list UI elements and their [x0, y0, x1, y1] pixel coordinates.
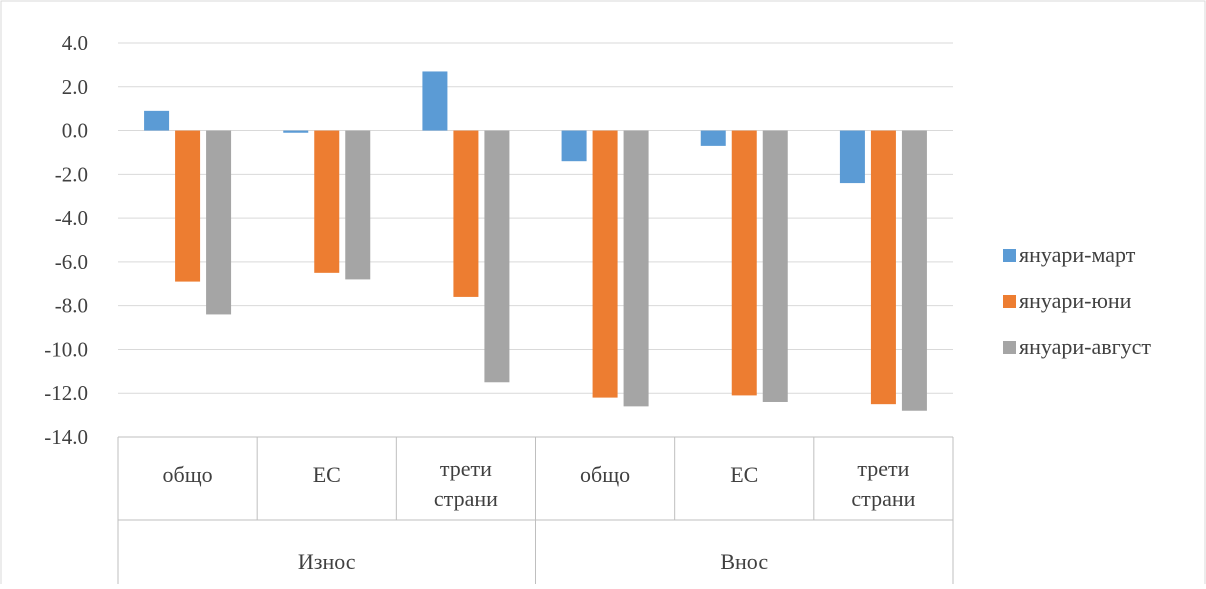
y-tick-label: 4.0	[62, 31, 88, 55]
x-tick-label: общо	[580, 462, 630, 487]
legend-swatch	[1003, 341, 1016, 354]
bar	[870, 130, 896, 405]
legend-swatch	[1003, 295, 1016, 308]
y-tick-label: 2.0	[62, 75, 88, 99]
x-group-label: Износ	[298, 549, 356, 574]
bar	[561, 130, 587, 162]
legend-swatch	[1003, 249, 1016, 262]
x-tick-label-line: трети	[440, 456, 492, 481]
bar	[592, 130, 618, 398]
x-tick-label: ЕС	[730, 462, 758, 487]
axes	[117, 436, 954, 584]
legend-label: януари-март	[1019, 242, 1136, 267]
legend: януари-март януари-юни януари-август	[1003, 242, 1151, 359]
bar	[623, 130, 649, 407]
legend-label: януари-август	[1019, 334, 1151, 359]
x-tick-label: трети страни	[434, 456, 498, 511]
x-group-label: Внос	[720, 549, 768, 574]
bar	[731, 130, 757, 396]
bar	[206, 130, 232, 315]
y-tick-label: -6.0	[55, 250, 88, 274]
bar	[762, 130, 788, 402]
bar	[484, 130, 510, 383]
bar	[839, 130, 865, 184]
bars	[144, 71, 927, 411]
y-tick-label: -14.0	[44, 425, 88, 449]
axis-labels: 4.0 2.0 0.0 -2.0 -4.0 -6.0 -8.0 -10.0 -12.0 -14.0…	[44, 31, 915, 574]
x-tick-label-line: страни	[851, 486, 915, 511]
x-tick-label-line: общо	[163, 462, 213, 487]
legend-label: януари-юни	[1019, 288, 1132, 313]
y-tick-label: -12.0	[44, 381, 88, 405]
bar	[283, 130, 309, 133]
y-tick-label: -10.0	[44, 337, 88, 361]
bar	[144, 110, 170, 131]
x-tick-label-line: страни	[434, 486, 498, 511]
x-tick-label-line: ЕС	[313, 462, 341, 487]
x-tick-label: трети страни	[851, 456, 915, 511]
y-tick-label: -2.0	[55, 162, 88, 186]
y-tick-label: -4.0	[55, 206, 88, 230]
bar	[175, 130, 201, 282]
bar	[314, 130, 340, 273]
x-tick-label-line: трети	[857, 456, 909, 481]
bar	[345, 130, 371, 280]
x-tick-label-line: ЕС	[730, 462, 758, 487]
y-tick-label: 0.0	[62, 119, 88, 143]
bar	[700, 130, 726, 146]
x-tick-label-line: общо	[580, 462, 630, 487]
x-tick-label: общо	[163, 462, 213, 487]
bar	[901, 130, 927, 411]
x-tick-label: ЕС	[313, 462, 341, 487]
bar	[422, 71, 448, 131]
bar	[453, 130, 479, 297]
y-tick-label: -8.0	[55, 294, 88, 318]
